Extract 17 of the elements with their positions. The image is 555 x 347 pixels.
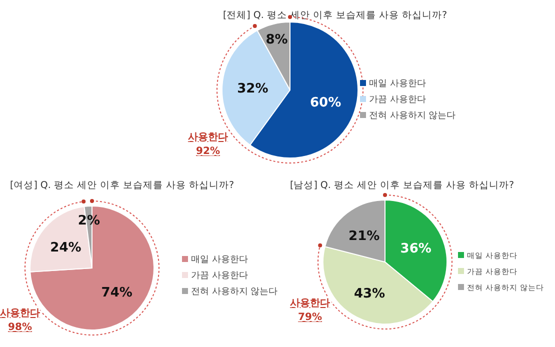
data-label: 43% <box>354 286 386 302</box>
data-label: 32% <box>237 82 268 97</box>
legend-label: 가끔 사용한다 <box>191 271 248 281</box>
data-label: 74% <box>101 285 132 300</box>
data-label: 8% <box>266 32 288 48</box>
legend-label: 가끔 사용한다 <box>369 95 426 105</box>
data-label: 21% <box>348 229 380 244</box>
legend-label: 전혀 사용하지 않는다 <box>191 287 278 297</box>
chart-title: [남성] Q. 평소 세안 이후 보습제를 사용 하십니까? <box>290 180 514 191</box>
legend-label: 매일 사용한다 <box>191 255 248 265</box>
data-label: 60% <box>310 96 342 111</box>
chart-title: [여성] Q. 평소 세안 이후 보습제를 사용 하십니까? <box>10 180 234 191</box>
data-label: 24% <box>50 240 82 256</box>
data-label: 2% <box>78 214 100 229</box>
legend-label: 전혀 사용하지 않는다 <box>369 111 456 121</box>
legend-label: 매일 사용한다 <box>369 79 426 89</box>
data-label: 36% <box>400 241 432 256</box>
